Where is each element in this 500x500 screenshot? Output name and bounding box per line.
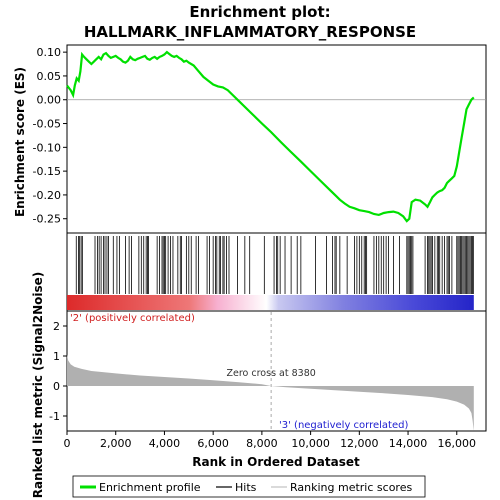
rank-y-tick-label: -1 — [49, 410, 60, 423]
rank-y-tick-label: 0 — [53, 380, 60, 393]
positive-correlation-label: '2' (positively correlated) — [70, 313, 195, 324]
es-y-tick-label: -0.10 — [33, 141, 61, 154]
rank-x-axis-label: Rank in Ordered Dataset — [192, 455, 360, 469]
negative-correlation-label: '3' (negatively correlated) — [279, 420, 408, 431]
rank-x-tick-label: 12,000 — [340, 437, 379, 450]
rank-y-tick-label: 1 — [53, 350, 60, 363]
rank-x-tick-label: 6,000 — [197, 437, 229, 450]
legend-ranking-metric: Ranking metric scores — [290, 481, 412, 494]
legend-hits: Hits — [235, 481, 257, 494]
rank-panel-frame — [66, 310, 487, 432]
enrichment-profile-line — [66, 50, 475, 223]
es-y-tick-label: 0.05 — [37, 70, 62, 83]
rank-y-ticks: 2 1 0 -1 — [49, 320, 67, 423]
es-y-tick-label: -0.05 — [33, 118, 61, 131]
zero-cross-annotation: Zero cross at 8380 — [227, 368, 316, 379]
ranking-metric-area — [67, 354, 474, 431]
legend-box — [72, 475, 426, 498]
ranking-gradient-bar — [67, 295, 474, 310]
es-y-tick-label: -0.20 — [33, 189, 61, 202]
es-y-tick-label: -0.25 — [33, 213, 61, 226]
hit-markers — [75, 236, 474, 294]
rank-x-tick-label: 10,000 — [291, 437, 330, 450]
chart-title-line1: Enrichment plot: — [189, 3, 330, 21]
rank-y-axis-label: Ranked list metric (Signal2Noise) — [31, 272, 45, 499]
rank-x-tick-label: 16,000 — [438, 437, 477, 450]
rank-x-ticks: 0 2,000 4,000 6,000 8,000 10,000 12,000 14,000 1… — [64, 431, 477, 450]
rank-y-tick-label: 2 — [53, 320, 60, 333]
es-y-tick-label: 0.00 — [37, 94, 62, 107]
es-y-ticks: 0.10 0.05 0.00 -0.05 -0.10 -0.15 -0.20 -0.25 — [33, 46, 67, 226]
legend-enrichment-profile: Enrichment profile — [99, 481, 201, 494]
rank-x-tick-label: 14,000 — [389, 437, 428, 450]
gradient-strip — [67, 295, 474, 310]
rank-x-tick-label: 0 — [64, 437, 71, 450]
rank-x-tick-label: 8,000 — [246, 437, 278, 450]
es-y-tick-label: 0.10 — [37, 46, 62, 59]
chart-title-line2: HALLMARK_INFLAMMATORY_RESPONSE — [84, 23, 416, 41]
es-y-tick-label: -0.15 — [33, 165, 61, 178]
rank-x-tick-label: 4,000 — [149, 437, 181, 450]
rank-x-tick-label: 2,000 — [100, 437, 132, 450]
es-y-axis-label: Enrichment score (ES) — [13, 67, 27, 217]
